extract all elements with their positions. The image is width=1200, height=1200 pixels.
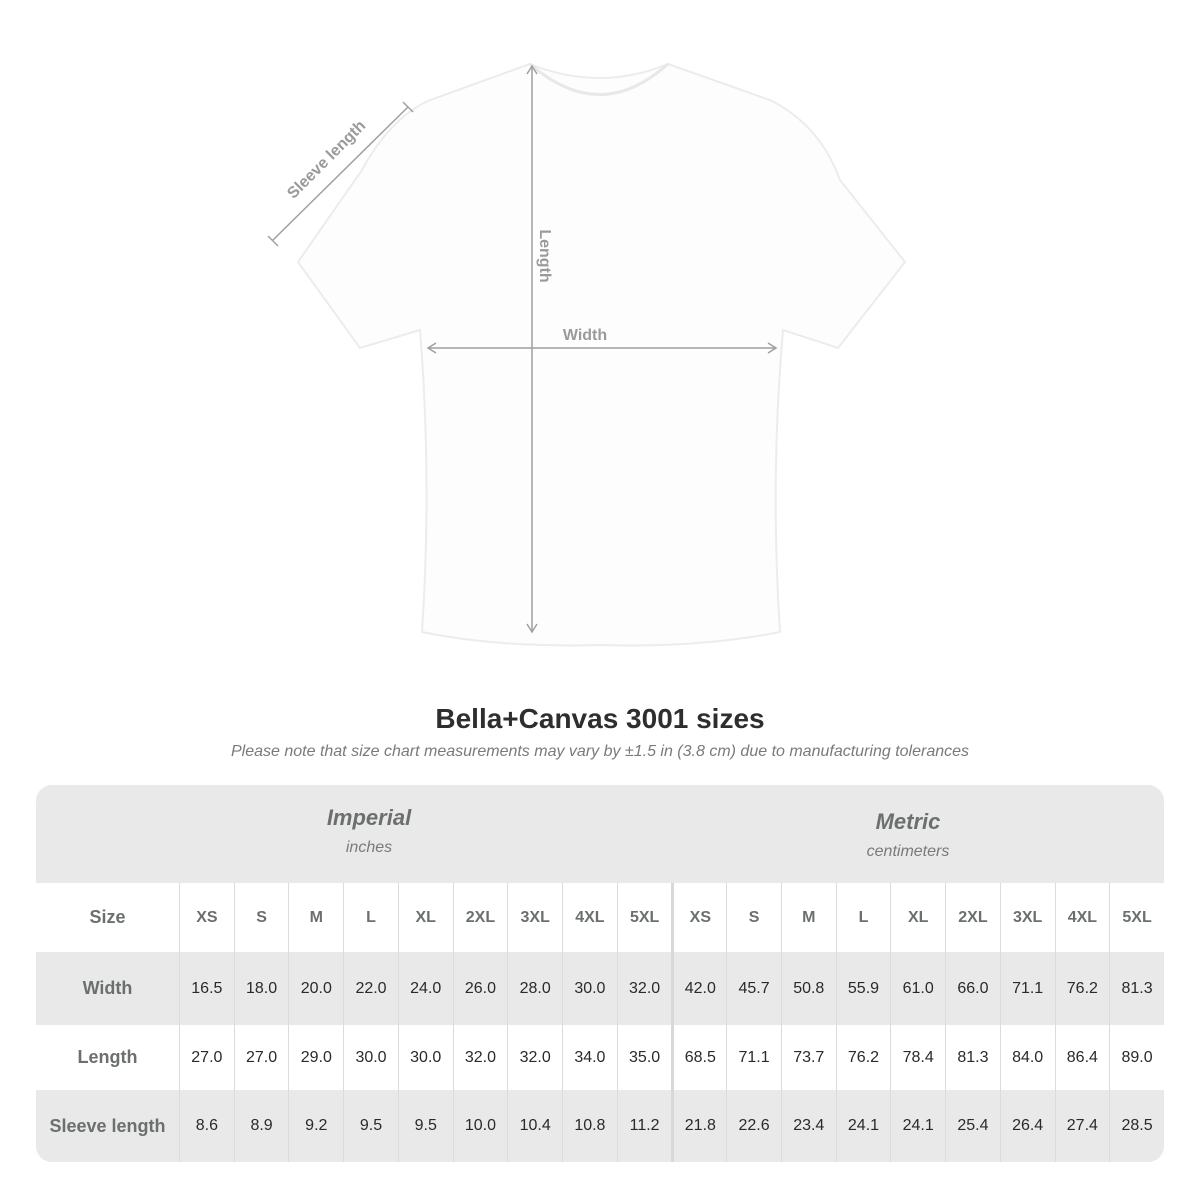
row-label: Size	[89, 907, 126, 927]
length-label: Length	[536, 229, 553, 282]
metric-title: Metric	[875, 809, 941, 834]
table-cell: 10.8	[562, 1090, 617, 1162]
row-label: Width	[82, 978, 133, 998]
table-cell: 8.6	[179, 1090, 234, 1162]
imperial-unit: inches	[345, 839, 393, 856]
table-cell: 89.0	[1109, 1025, 1164, 1090]
size-header-row: Size XS S M L XL 2XL 3XL 4XL 5XL XS S M L XL 2XL 3XL 4XL 5…	[36, 883, 1164, 952]
size-header-cell: 3XL	[999, 883, 1055, 952]
table-cell: 27.0	[233, 1025, 289, 1090]
table-cell: 25.4	[945, 1090, 1000, 1162]
tolerance-note: Please note that size chart measurements…	[230, 743, 970, 760]
table-cell: 66.0	[945, 952, 1000, 1025]
table-cell: 68.5	[671, 1025, 726, 1090]
table-cell: 29.0	[288, 1025, 343, 1090]
size-header-cell: XS	[671, 883, 726, 952]
table-cell: 21.8	[671, 1090, 726, 1162]
table-row: Width 16.5 18.0 20.0 22.0 24.0 26.0 28.0 30.0 32.…	[36, 952, 1164, 1025]
table-cell: 50.8	[780, 952, 836, 1025]
table-cell: 81.3	[945, 1025, 1000, 1090]
size-header-cell: 5XL	[1109, 883, 1164, 952]
table-cell: 30.0	[562, 952, 617, 1025]
table-cell: 32.0	[452, 1025, 508, 1090]
collar	[529, 62, 670, 96]
width-label: Width	[563, 327, 607, 344]
table-cell: 61.0	[890, 952, 945, 1025]
table-cell: 84.0	[999, 1025, 1055, 1090]
table-cell: 8.9	[233, 1090, 289, 1162]
table-cell: 32.0	[616, 952, 672, 1025]
tshirt-shape	[296, 62, 907, 647]
size-header-cell: 5XL	[616, 883, 672, 952]
table-cell: 26.4	[999, 1090, 1055, 1162]
table-cell: 27.0	[179, 1025, 234, 1090]
table-cell: 24.1	[835, 1090, 891, 1162]
table-cell: 9.5	[397, 1090, 453, 1162]
table-cell: 11.2	[616, 1090, 672, 1162]
table-cell: 32.0	[507, 1025, 562, 1090]
table-cell: 30.0	[397, 1025, 453, 1090]
table-cell: 10.0	[452, 1090, 508, 1162]
sleeve-arrow	[272, 106, 409, 241]
row-label: Length	[77, 1047, 138, 1067]
table-cell: 42.0	[671, 952, 726, 1025]
table-row: Length 27.0 27.0 29.0 30.0 30.0 32.0 32.0 34.0 35…	[36, 1025, 1164, 1090]
table-cell: 10.4	[507, 1090, 562, 1162]
size-header-cell: L	[343, 883, 398, 952]
table-cell: 24.1	[890, 1090, 945, 1162]
table-cell: 55.9	[835, 952, 891, 1025]
table-cell: 76.2	[1054, 952, 1110, 1025]
table-cell: 35.0	[616, 1025, 672, 1090]
table-cell: 73.7	[780, 1025, 836, 1090]
imperial-title: Imperial	[326, 805, 412, 830]
tshirt-diagram: Sleeve length Length Width	[267, 62, 907, 647]
imperial-header: Imperial inches	[179, 805, 559, 903]
size-header-cell: 4XL	[1054, 883, 1110, 952]
size-header-cell: XL	[890, 883, 945, 952]
size-header-cell: 4XL	[562, 883, 617, 952]
table-cell: 22.6	[726, 1090, 781, 1162]
size-table: Imperial inches Metric centimeters Size X…	[36, 785, 1164, 1162]
table-cell: 34.0	[562, 1025, 617, 1090]
table-cell: 9.2	[288, 1090, 343, 1162]
table-cell: 24.0	[397, 952, 453, 1025]
metric-header: Metric centimeters	[672, 809, 1144, 907]
table-cell: 20.0	[288, 952, 343, 1025]
table-cell: 86.4	[1054, 1025, 1110, 1090]
size-header-cell: S	[233, 883, 289, 952]
table-cell: 71.1	[999, 952, 1055, 1025]
table-cell: 81.3	[1109, 952, 1164, 1025]
table-cell: 16.5	[179, 952, 234, 1025]
metric-unit: centimeters	[866, 843, 950, 860]
size-header-cell: 2XL	[452, 883, 508, 952]
table-cell: 26.0	[452, 952, 508, 1025]
table-row: Sleeve length 8.6 8.9 9.2 9.5 9.5 10.0 10.4 10.8…	[36, 1090, 1164, 1162]
size-header-cell: XL	[397, 883, 453, 952]
size-header-cell: L	[835, 883, 891, 952]
size-header-cell: S	[726, 883, 781, 952]
table-cell: 45.7	[726, 952, 781, 1025]
row-label: Sleeve length	[49, 1115, 166, 1136]
size-header-cell: 2XL	[945, 883, 1000, 952]
table-cell: 9.5	[343, 1090, 398, 1162]
table-cell: 18.0	[233, 952, 289, 1025]
table-cell: 22.0	[343, 952, 398, 1025]
table-cell: 27.4	[1054, 1090, 1110, 1162]
size-header-cell: M	[288, 883, 343, 952]
table-cell: 28.0	[507, 952, 562, 1025]
size-header-cell: 3XL	[507, 883, 562, 952]
table-cell: 30.0	[343, 1025, 398, 1090]
table-cell: 28.5	[1109, 1090, 1164, 1162]
table-cell: 71.1	[726, 1025, 781, 1090]
page-title: Bella+Canvas 3001 sizes	[435, 703, 765, 734]
table-cell: 78.4	[890, 1025, 945, 1090]
table-cell: 76.2	[835, 1025, 891, 1090]
size-header-cell: XS	[179, 883, 234, 952]
table-cell: 23.4	[780, 1090, 836, 1162]
size-header-cell: M	[780, 883, 836, 952]
